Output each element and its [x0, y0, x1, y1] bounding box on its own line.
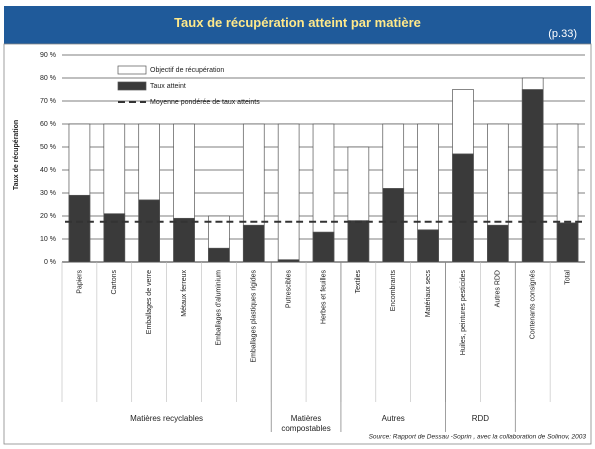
legend-label: Objectif de récupération: [150, 67, 224, 74]
x-tick-label: Emballages plastiques rigides: [251, 270, 258, 363]
group-label: Matières recyclables: [130, 414, 204, 423]
bar: [521, 89, 544, 263]
x-tick-label: Herbes et feuilles: [320, 270, 327, 325]
y-tick-label: 0 %: [44, 259, 56, 266]
bar: [556, 222, 579, 263]
x-tick-label: Total: [564, 270, 571, 285]
page-ref: (p.33): [548, 28, 577, 40]
bar: [68, 194, 91, 263]
header-band: Taux de récupération atteint par matière…: [4, 6, 591, 44]
y-tick-label: 90 %: [40, 52, 56, 59]
x-tick-label: Emballages de verre: [146, 270, 153, 334]
x-tick-label: Textiles: [355, 270, 362, 294]
y-tick-label: 80 %: [40, 75, 56, 82]
y-tick-label: 30 %: [40, 190, 56, 197]
slide-title: Taux de récupération atteint par matière: [174, 15, 421, 30]
x-tick-label: Autres RDD: [495, 270, 502, 307]
bar: [208, 247, 230, 263]
source: Source: Rapport de Dessau -Soprin , avec…: [369, 434, 587, 441]
bar: [312, 231, 335, 263]
y-tick-label: 70 %: [40, 98, 56, 105]
y-tick-label: 40 %: [40, 167, 56, 174]
x-tick-label: Encombrants: [390, 270, 397, 312]
y-axis-label: Taux de récupération: [13, 120, 20, 190]
legend-swatch: [117, 65, 147, 75]
bar: [103, 213, 126, 263]
y-tick-label: 50 %: [40, 144, 56, 151]
bar: [452, 153, 474, 263]
bar: [242, 224, 265, 263]
x-tick-label: Putrescibles: [285, 270, 292, 309]
bar: [277, 259, 300, 263]
x-tick-label: Papiers: [76, 270, 83, 294]
legend-swatch: [117, 81, 147, 91]
frame: [3, 43, 592, 445]
bar: [487, 224, 509, 263]
bar: [173, 217, 195, 263]
bar: [382, 188, 405, 263]
x-tick-label: Emballages d'aluminium: [216, 270, 223, 346]
group-label: Autres: [381, 414, 405, 423]
y-tick-label: 60 %: [40, 121, 56, 128]
group-label: RDD: [471, 414, 490, 423]
x-tick-label: Cartons: [111, 270, 118, 295]
y-tick-label: 20 %: [40, 213, 56, 220]
y-tick-label: 10 %: [40, 236, 56, 243]
bar: [138, 199, 160, 263]
x-tick-label: Contenants consignés: [530, 270, 537, 340]
x-tick-label: Matériaux secs: [425, 270, 432, 318]
x-tick-label: Métaux ferreux: [181, 270, 188, 317]
group-label: Matières compostables: [281, 414, 331, 433]
bar: [277, 123, 300, 263]
legend-label: Taux atteint: [150, 83, 186, 90]
bar: [417, 229, 439, 263]
legend-label: Moyenne pondérée de taux atteints: [150, 99, 260, 106]
x-tick-label: Huiles, peintures pesticides: [460, 270, 467, 356]
bar: [347, 220, 370, 263]
